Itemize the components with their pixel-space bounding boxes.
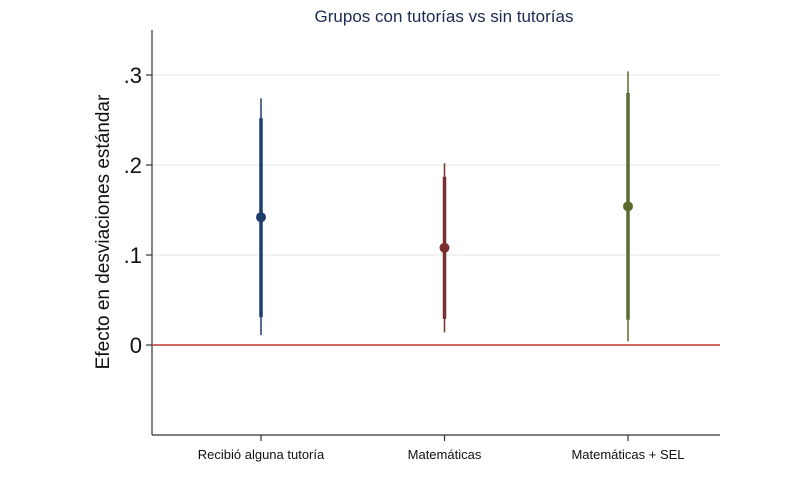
point-estimate [439, 242, 450, 253]
axes: 0 .1 .2 .3 Recibió alguna tutoría Matemáticas… [124, 30, 720, 462]
point-estimate [623, 201, 633, 212]
gridlines [152, 74, 720, 256]
y-tick-label: .2 [124, 153, 142, 178]
y-tick-label: .1 [124, 243, 142, 268]
plot-marks [152, 71, 720, 346]
x-tick-label: Matemáticas [408, 447, 482, 462]
y-tick-label: 0 [130, 333, 142, 358]
x-tick-label: Recibió alguna tutoría [198, 447, 325, 462]
x-tick-label: Matemáticas + SEL [571, 447, 684, 462]
chart-title: Grupos con tutorías vs sin tutorías [315, 7, 574, 26]
y-axis-label: Efecto en desviaciones estándar [93, 94, 114, 369]
y-tick-label: .3 [124, 63, 142, 88]
point-estimate [256, 212, 266, 223]
